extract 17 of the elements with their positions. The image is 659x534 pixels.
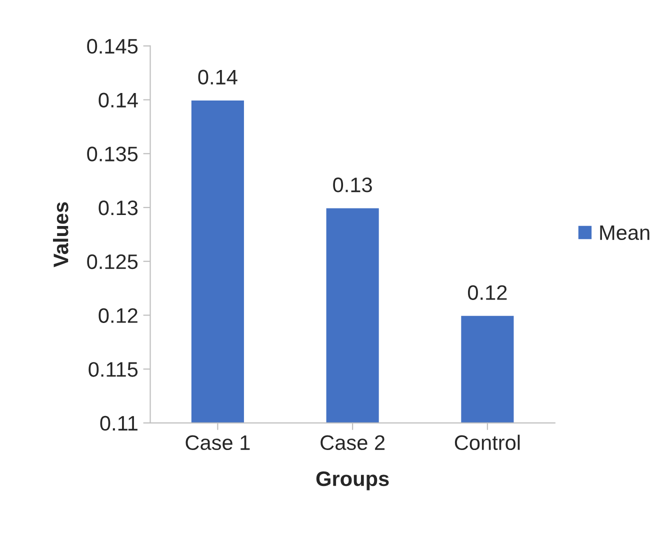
y-tick-label: 0.11 (100, 416, 138, 431)
y-tick-label: 0.115 (88, 362, 138, 377)
data-label: 0.12 (468, 285, 507, 300)
y-axis-title: Values (53, 202, 68, 268)
x-axis-title: Groups (316, 471, 389, 490)
y-tick-label: 0.125 (87, 254, 138, 270)
data-label: 0.13 (333, 178, 372, 192)
legend-label: Mean (600, 225, 650, 240)
y-tick-label: 0.145 (87, 38, 138, 54)
x-tick-label: Case 2 (320, 435, 385, 450)
data-label: 0.14 (198, 70, 238, 85)
y-tick-label: 0.14 (98, 92, 138, 108)
y-tick-label: 0.13 (98, 200, 138, 216)
x-tick-label: Case 1 (186, 435, 250, 450)
y-tick-label: 0.135 (87, 146, 138, 162)
x-tick-label: Control (454, 434, 520, 450)
y-tick-label: 0.12 (98, 308, 138, 323)
